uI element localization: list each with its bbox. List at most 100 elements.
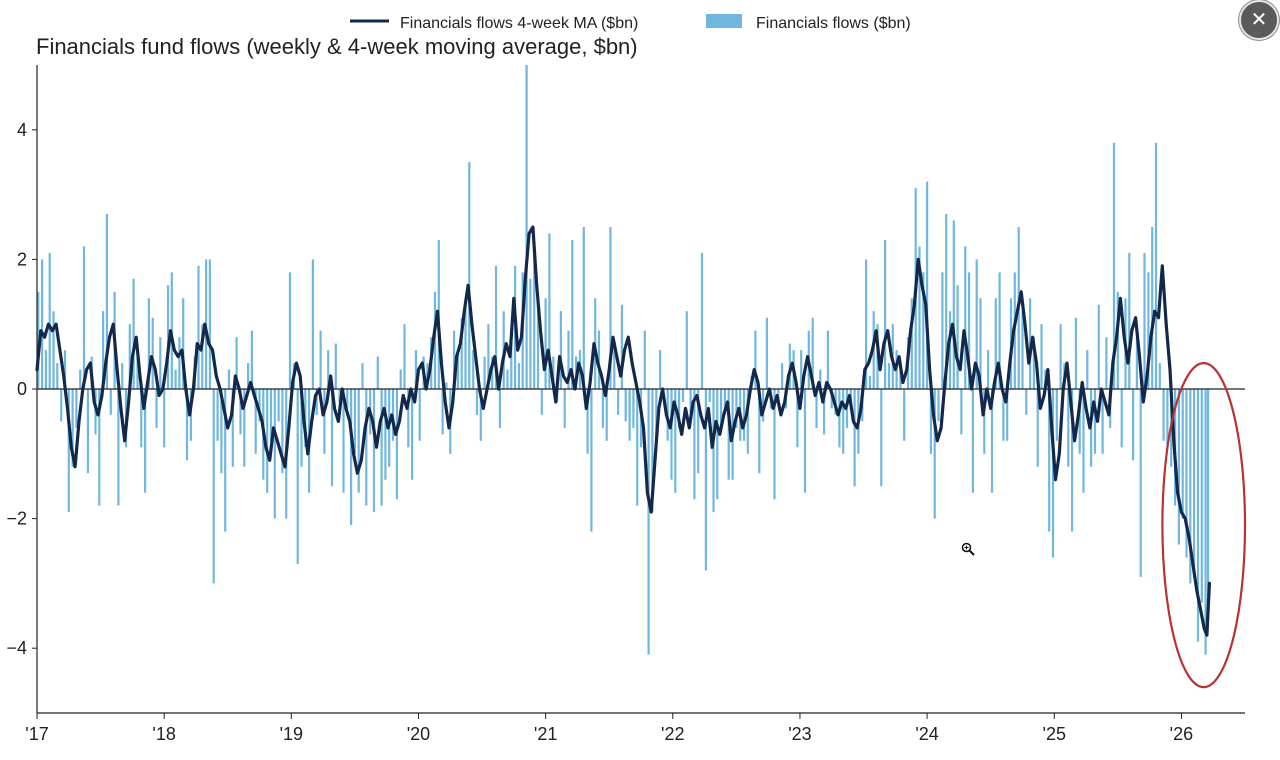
bar (136, 356, 139, 389)
bar (250, 330, 253, 389)
bar (601, 389, 604, 428)
bar (552, 356, 555, 389)
line-series (35, 225, 1211, 637)
bar (82, 246, 86, 389)
bar (468, 162, 471, 389)
bar (842, 389, 845, 454)
bar (384, 389, 387, 480)
bar (281, 389, 284, 474)
bar (350, 389, 353, 526)
bar (1048, 389, 1051, 532)
bar (990, 389, 994, 493)
bar (178, 337, 181, 389)
bar (796, 389, 799, 448)
x-tick-label: '21 (534, 724, 557, 744)
bar (128, 324, 131, 389)
bar (1051, 389, 1055, 558)
bar (1143, 252, 1146, 389)
bar (933, 389, 936, 519)
close-button[interactable]: ✕ (1239, 0, 1279, 40)
bar (475, 389, 479, 415)
bar (975, 259, 978, 389)
bar (296, 389, 299, 564)
bar (929, 389, 932, 454)
bar (1021, 311, 1024, 389)
bar (208, 259, 211, 389)
bar (1185, 389, 1188, 558)
bar (937, 389, 940, 422)
ma-line (35, 225, 1211, 637)
bar (742, 389, 746, 441)
bar (1177, 389, 1180, 545)
x-tick-label: '18 (152, 724, 175, 744)
bar (380, 389, 383, 506)
bar (342, 389, 345, 493)
bar (1128, 252, 1131, 389)
bar (941, 272, 944, 389)
bar (636, 389, 639, 506)
bar (254, 389, 257, 454)
bar (166, 285, 170, 389)
bar (311, 259, 314, 389)
bar (330, 389, 334, 487)
bar (1181, 389, 1184, 519)
bar (227, 369, 231, 389)
bar (826, 330, 829, 389)
y-tick-label: 4 (17, 120, 27, 140)
bar (1200, 389, 1203, 603)
bar (1002, 389, 1005, 441)
bar (357, 389, 360, 493)
bar (567, 330, 570, 389)
bar (498, 389, 501, 428)
x-tick-label: '24 (915, 724, 938, 744)
bar (163, 389, 166, 448)
bar (479, 389, 482, 441)
bar (140, 389, 143, 448)
bar (723, 389, 726, 415)
bar (765, 317, 768, 389)
bar (1040, 324, 1043, 389)
bar (582, 227, 585, 389)
bar (300, 389, 303, 467)
x-tick-label: '23 (788, 724, 811, 744)
bar (269, 389, 273, 441)
bar (1120, 389, 1123, 448)
bar (1025, 389, 1028, 415)
annotations (1161, 361, 1247, 689)
bar (887, 363, 891, 389)
bar (407, 389, 410, 448)
bar (1101, 389, 1104, 454)
bar (414, 350, 417, 389)
bar (1082, 389, 1085, 493)
bar (987, 350, 990, 389)
bar (494, 265, 498, 389)
bar (201, 324, 204, 389)
bar (613, 343, 616, 389)
bar (1086, 350, 1089, 389)
bar (510, 343, 513, 389)
bar (746, 389, 749, 454)
bar (319, 330, 322, 389)
y-tick-label: 2 (17, 249, 27, 269)
bar (235, 337, 238, 389)
bar (151, 317, 154, 389)
bar (491, 356, 494, 389)
bar (174, 369, 177, 389)
bar (1055, 389, 1058, 441)
bar (1135, 337, 1138, 389)
bar (1097, 304, 1100, 389)
bar (693, 389, 696, 500)
bar (1074, 317, 1077, 389)
bar (1071, 389, 1074, 532)
bar (697, 389, 700, 474)
bar (853, 389, 856, 487)
bar (399, 369, 402, 389)
bar (998, 272, 1001, 389)
x-tick-label: '20 (407, 724, 430, 744)
x-tick-label: '19 (280, 724, 303, 744)
bar (1207, 389, 1210, 603)
bar (559, 311, 562, 389)
bar (712, 389, 715, 513)
bar (105, 214, 108, 389)
bar (1006, 389, 1009, 441)
